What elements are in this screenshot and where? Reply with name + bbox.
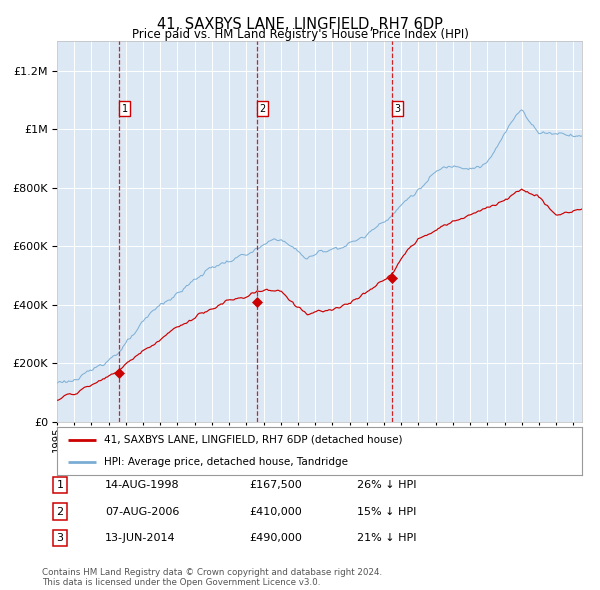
Text: 1: 1 bbox=[56, 480, 64, 490]
Text: 2: 2 bbox=[56, 507, 64, 516]
Text: 3: 3 bbox=[56, 533, 64, 543]
Text: Contains HM Land Registry data © Crown copyright and database right 2024.
This d: Contains HM Land Registry data © Crown c… bbox=[42, 568, 382, 587]
Text: Price paid vs. HM Land Registry's House Price Index (HPI): Price paid vs. HM Land Registry's House … bbox=[131, 28, 469, 41]
Text: 26% ↓ HPI: 26% ↓ HPI bbox=[357, 480, 416, 490]
Text: 13-JUN-2014: 13-JUN-2014 bbox=[105, 533, 176, 543]
Text: £490,000: £490,000 bbox=[249, 533, 302, 543]
Text: £410,000: £410,000 bbox=[249, 507, 302, 516]
Text: 2: 2 bbox=[259, 104, 266, 113]
Text: 14-AUG-1998: 14-AUG-1998 bbox=[105, 480, 179, 490]
Text: HPI: Average price, detached house, Tandridge: HPI: Average price, detached house, Tand… bbox=[104, 457, 348, 467]
Text: 21% ↓ HPI: 21% ↓ HPI bbox=[357, 533, 416, 543]
Text: 3: 3 bbox=[394, 104, 400, 113]
Text: 41, SAXBYS LANE, LINGFIELD, RH7 6DP (detached house): 41, SAXBYS LANE, LINGFIELD, RH7 6DP (det… bbox=[104, 435, 403, 445]
Text: 41, SAXBYS LANE, LINGFIELD, RH7 6DP: 41, SAXBYS LANE, LINGFIELD, RH7 6DP bbox=[157, 17, 443, 31]
Text: 07-AUG-2006: 07-AUG-2006 bbox=[105, 507, 179, 516]
Text: 1: 1 bbox=[122, 104, 128, 113]
Text: 15% ↓ HPI: 15% ↓ HPI bbox=[357, 507, 416, 516]
Text: £167,500: £167,500 bbox=[249, 480, 302, 490]
